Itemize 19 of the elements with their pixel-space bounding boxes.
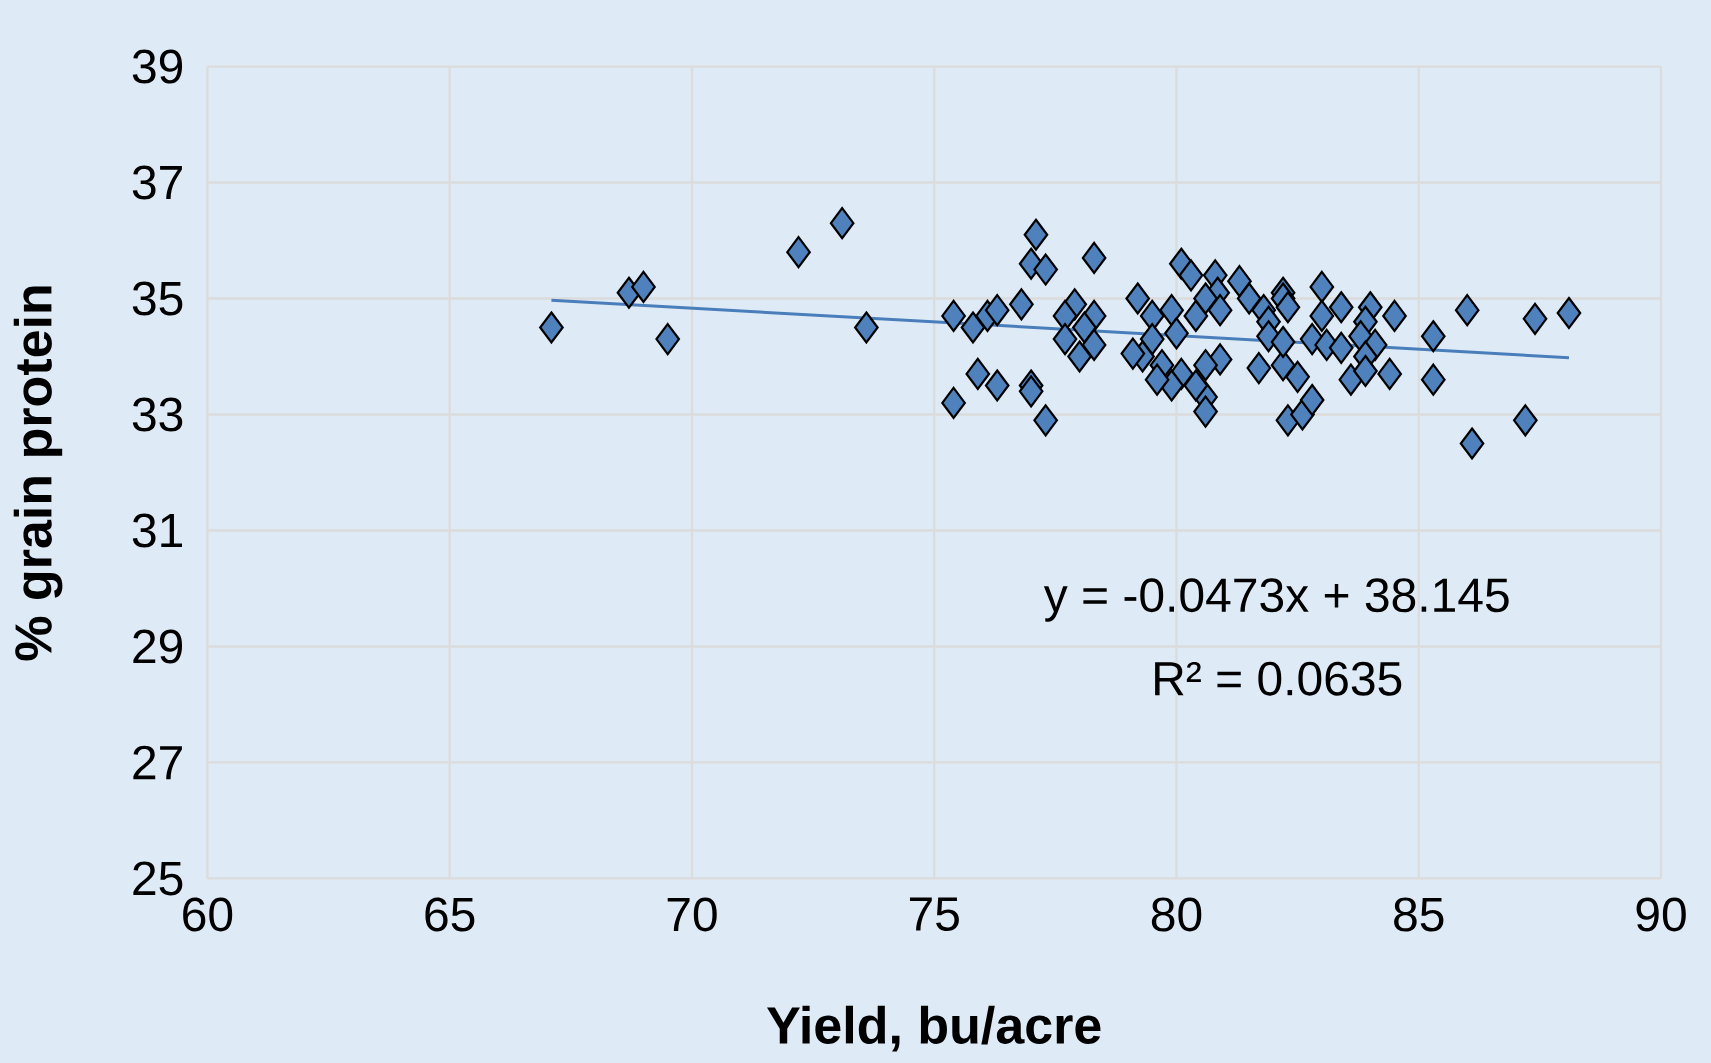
annotation: y = -0.0473x + 38.145 (1043, 578, 1509, 622)
y-tick-label: 35 (132, 281, 183, 316)
x-axis-title: Yield, bu/acre (766, 1005, 1101, 1052)
y-tick-label: 31 (132, 513, 182, 548)
y-tick-label: 39 (132, 49, 183, 84)
y-axis-title: % grain protein (13, 286, 63, 661)
y-tick-label: 37 (132, 165, 182, 200)
x-tick-label: 85 (1394, 897, 1444, 932)
y-tick-label: 29 (133, 629, 183, 664)
x-tick-label: 80 (1151, 897, 1202, 932)
annotation: R² = 0.0635 (1155, 661, 1402, 696)
x-tick-label: 90 (1636, 897, 1686, 932)
x-tick-label: 65 (425, 897, 475, 932)
y-tick-label: 27 (133, 745, 182, 780)
x-tick-label: 70 (667, 897, 717, 932)
y-tick-label: 25 (133, 861, 183, 896)
y-tick-label: 33 (132, 397, 183, 432)
x-tick-label: 60 (183, 897, 233, 932)
x-tick-label: 75 (909, 897, 959, 931)
